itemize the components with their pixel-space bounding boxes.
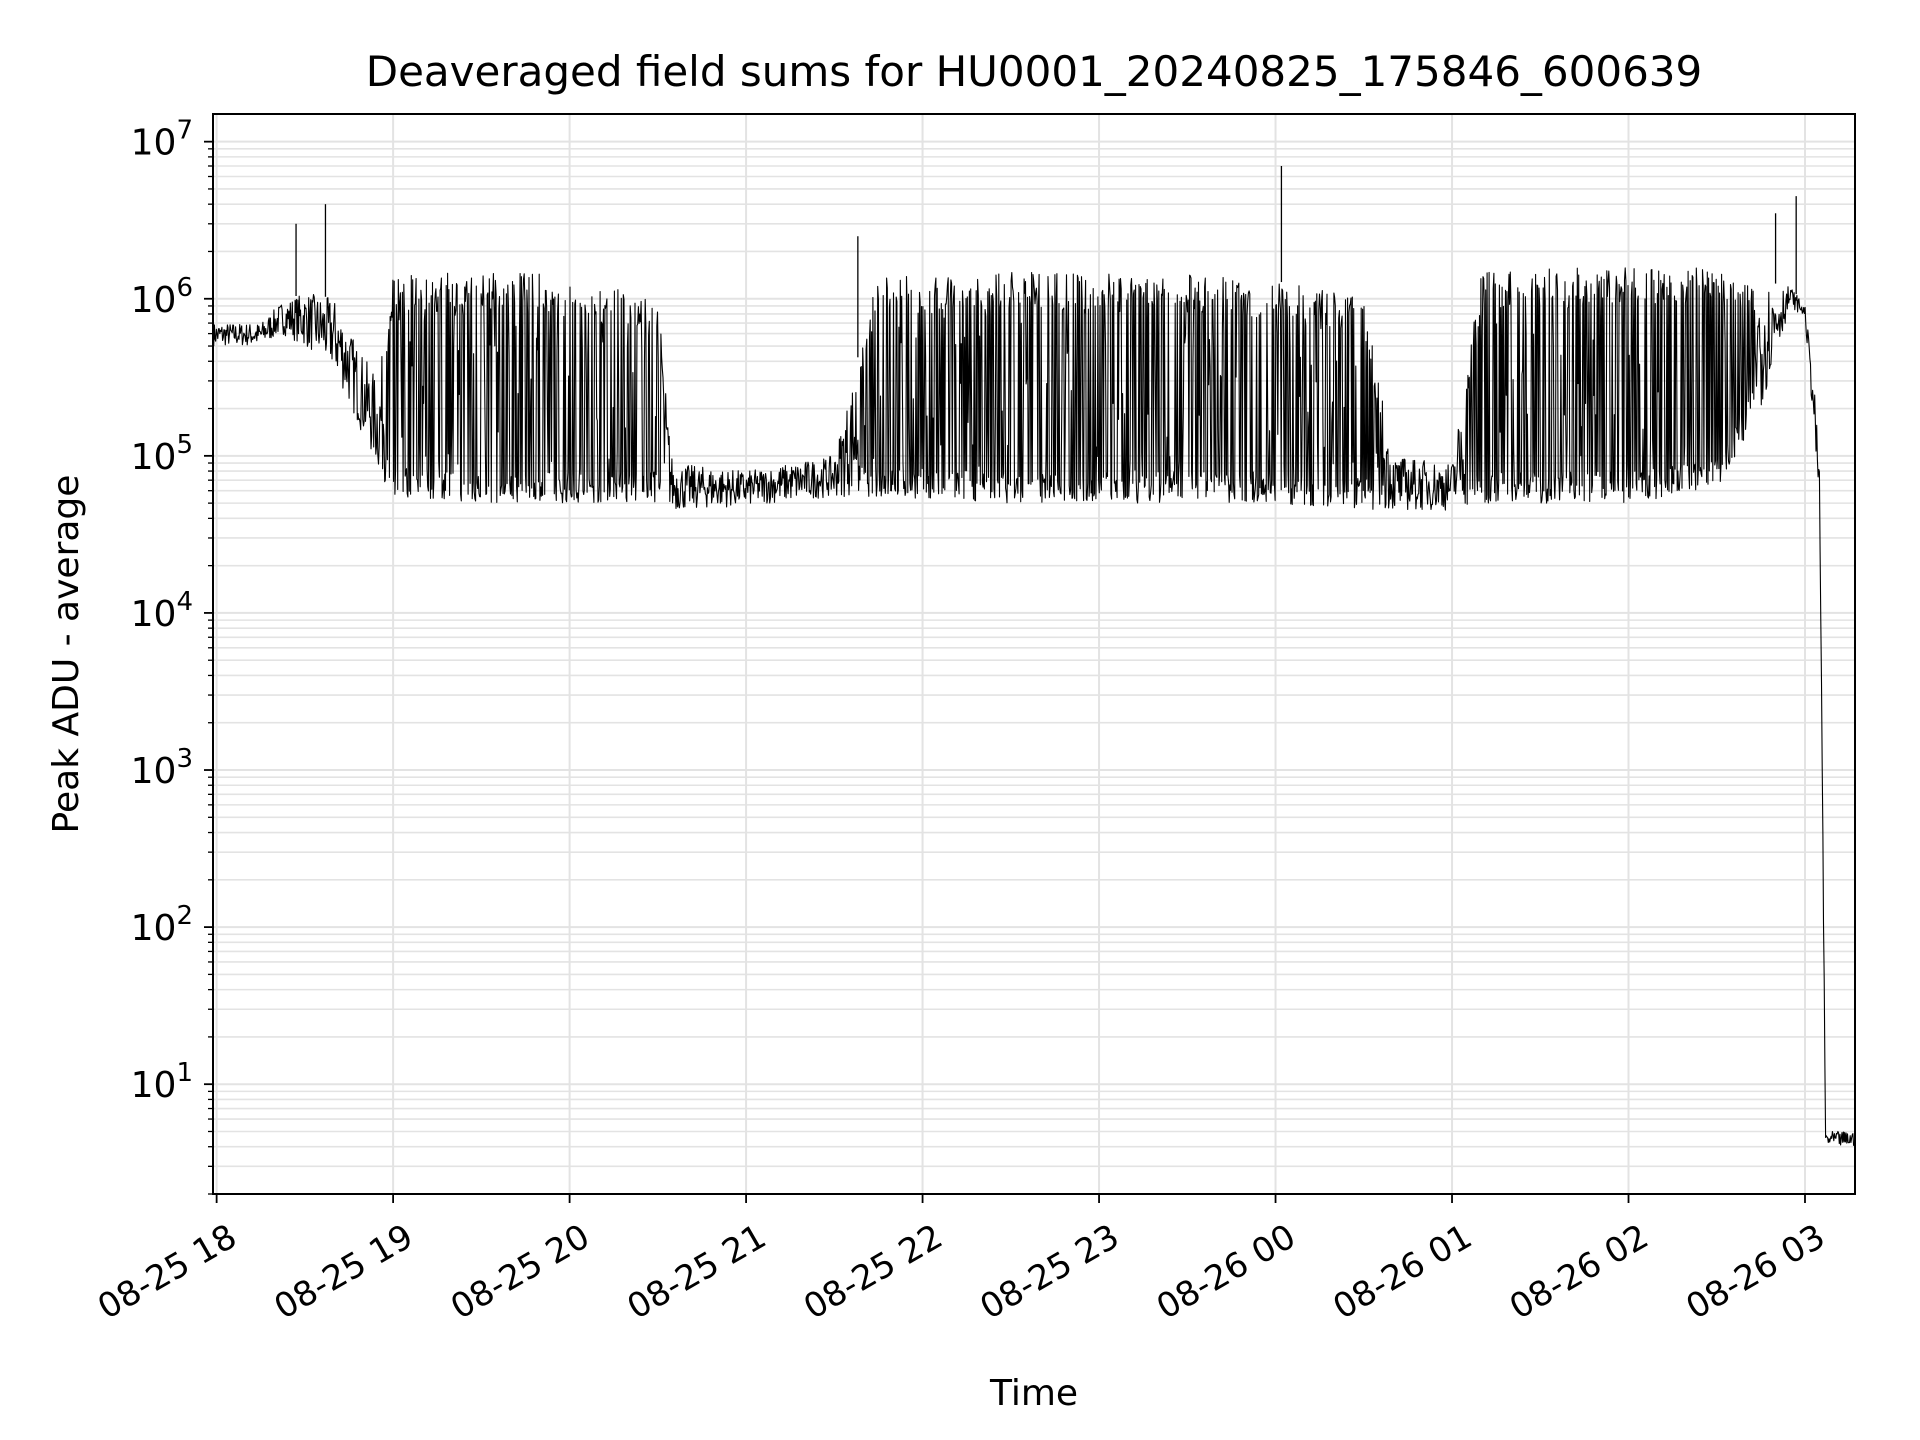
y-tick-label: 106 bbox=[131, 273, 193, 321]
series-line bbox=[213, 267, 1856, 1147]
y-tick-label: 104 bbox=[131, 587, 193, 635]
plot-frame bbox=[212, 113, 1856, 1195]
series-layer bbox=[213, 165, 1856, 1147]
y-tick-label: 101 bbox=[131, 1058, 193, 1106]
y-tick-label: 107 bbox=[131, 116, 193, 164]
chart-title: Deaveraged field sums for HU0001_2024082… bbox=[366, 47, 1703, 96]
y-tick-label: 105 bbox=[131, 430, 193, 478]
y-axis-label: Peak ADU - average bbox=[46, 475, 87, 834]
x-axis-label: Time bbox=[989, 1373, 1078, 1414]
y-tick-label: 102 bbox=[131, 901, 193, 949]
grid bbox=[213, 114, 1855, 1195]
y-tick-label: 103 bbox=[131, 744, 193, 792]
